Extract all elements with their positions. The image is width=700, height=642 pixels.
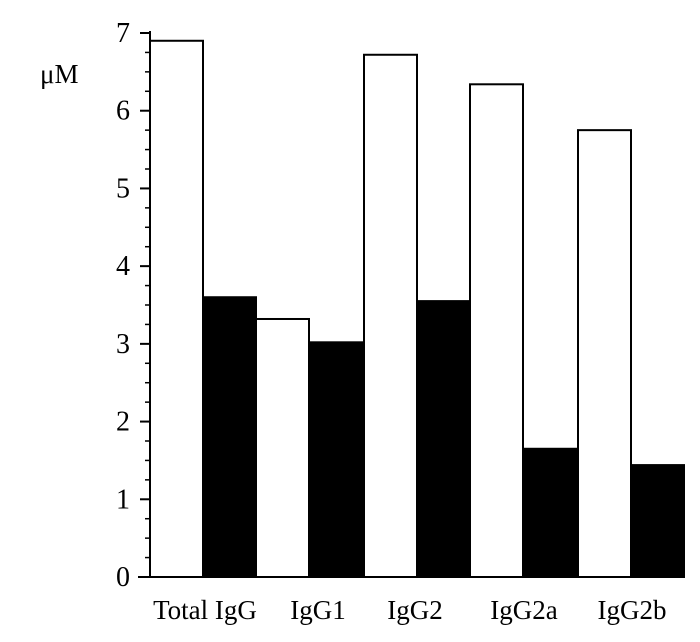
bar-series: [149, 39, 685, 579]
bar-open: [149, 39, 204, 579]
bar-filled: [416, 300, 471, 578]
y-tick-label: 7: [116, 18, 130, 49]
bar-open: [363, 53, 418, 578]
bar-open: [469, 83, 524, 578]
y-unit-label: μM: [40, 59, 78, 89]
x-category-label: Total IgG: [153, 595, 257, 625]
y-tick-label: 4: [116, 251, 130, 282]
bar-filled: [522, 447, 577, 578]
x-axis: Total IgG IgG1 IgG2 IgG2a IgG2b: [138, 576, 685, 625]
x-category-label: IgG1: [290, 595, 346, 625]
x-category-label: IgG2a: [490, 595, 557, 625]
x-category-label: IgG2b: [598, 595, 667, 625]
bar-filled: [630, 464, 685, 578]
y-tick-label: 3: [116, 329, 130, 360]
y-tick-label: 0: [116, 562, 130, 593]
y-tick-label: 5: [116, 173, 130, 204]
bar-open: [577, 129, 632, 578]
bar-open: [255, 317, 310, 578]
y-tick-label: 2: [116, 407, 130, 438]
bar-filled: [308, 341, 363, 578]
x-category-label: IgG2: [387, 595, 443, 625]
y-tick-label: 6: [116, 96, 130, 127]
bar-filled: [202, 296, 257, 578]
y-tick-label: 1: [116, 484, 130, 515]
y-axis: 0 1 2 3 4 5 6 7: [116, 18, 151, 593]
